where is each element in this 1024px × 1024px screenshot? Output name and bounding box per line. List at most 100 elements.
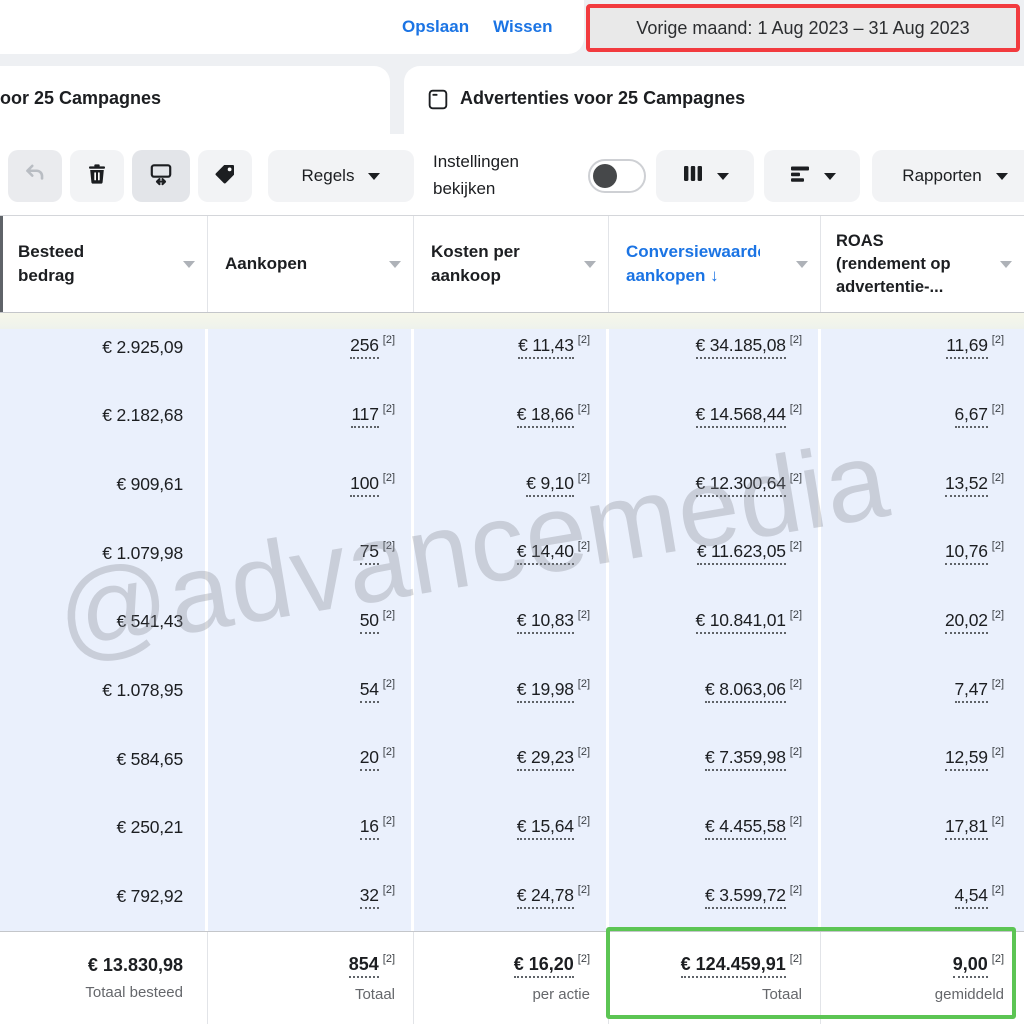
total-conversion-value[interactable]: € 124.459,91 — [680, 954, 786, 978]
cost-value[interactable]: € 29,23 — [516, 747, 574, 772]
cost-value[interactable]: € 24,78 — [516, 885, 574, 909]
sort-caret-icon[interactable] — [584, 261, 596, 268]
cost-value[interactable]: € 14,40 — [516, 541, 574, 566]
settings-toggle[interactable] — [588, 159, 646, 193]
tag-button[interactable] — [198, 150, 252, 202]
footnote-marker: [2] — [382, 540, 395, 553]
roas-value[interactable]: 11,69 — [946, 335, 988, 360]
header-spent[interactable]: Besteed bedrag — [0, 216, 207, 312]
roas-cell: 6,67 [2] — [820, 382, 1024, 451]
columns-dropdown[interactable] — [656, 150, 754, 202]
conversion-value[interactable]: € 14.568,44 — [695, 404, 786, 428]
conversion-value[interactable]: € 4.455,58 — [705, 816, 786, 840]
header-purchases[interactable]: Aankopen — [207, 216, 413, 312]
header-cost-per-purchase[interactable]: Kosten per aankoop — [413, 216, 608, 312]
purchases-value[interactable]: 100 — [350, 473, 379, 497]
footnote-marker: [2] — [789, 608, 802, 621]
scroll-fade — [0, 313, 1024, 329]
conversion-value[interactable]: € 34.185,08 — [695, 335, 786, 360]
total-cost-value[interactable]: € 16,20 — [513, 954, 574, 978]
spent-cell: € 1.078,95 — [0, 656, 207, 725]
roas-value[interactable]: 6,67 — [954, 404, 988, 428]
cost-value[interactable]: € 15,64 — [516, 816, 574, 840]
column-separator — [608, 216, 609, 312]
purchases-value[interactable]: 16 — [359, 816, 379, 840]
purchases-value[interactable]: 117 — [351, 404, 379, 428]
header-conversion-value[interactable]: Conversiewaarde aankopen ↓ — [608, 216, 820, 312]
date-range-picker[interactable]: Vorige maand: 1 Aug 2023 – 31 Aug 2023 — [586, 4, 1020, 52]
purchases-cell: 256 [2] — [207, 313, 413, 382]
footnote-marker: [2] — [789, 814, 802, 827]
roas-value[interactable]: 4,54 — [954, 885, 988, 909]
conversion-value[interactable]: € 12.300,64 — [695, 473, 786, 497]
roas-value[interactable]: 7,47 — [954, 679, 988, 703]
footnote-marker: [2] — [991, 746, 1004, 759]
breakdown-dropdown[interactable] — [764, 150, 860, 202]
conversion-cell: € 11.623,05 [2] — [608, 519, 820, 588]
conversion-value[interactable]: € 10.841,01 — [695, 610, 786, 634]
sort-caret-icon[interactable] — [1000, 261, 1012, 268]
view-settings-link[interactable]: Instellingen bekijken — [433, 152, 520, 198]
cost-value[interactable]: € 19,98 — [516, 679, 574, 703]
purchases-value[interactable]: 54 — [359, 679, 379, 703]
cost-value[interactable]: € 10,83 — [516, 610, 574, 634]
conversion-value[interactable]: € 7.359,98 — [705, 747, 786, 772]
conversion-cell: € 8.063,06 [2] — [608, 656, 820, 725]
conversion-value[interactable]: € 11.623,05 — [696, 541, 786, 566]
spent-cell: € 2.182,68 — [0, 382, 207, 451]
conversion-value[interactable]: € 8.063,06 — [705, 679, 786, 703]
undo-button[interactable] — [8, 150, 62, 202]
spent-cell: € 541,43 — [0, 588, 207, 657]
conversion-cell: € 7.359,98 [2] — [608, 725, 820, 794]
sort-caret-icon[interactable] — [183, 261, 195, 268]
header-roas[interactable]: ROAS (rendement op advertentie-... — [820, 216, 1024, 312]
top-bar — [0, 0, 584, 54]
footnote-marker: [2] — [789, 334, 802, 347]
column-separator — [207, 932, 208, 1024]
conversion-cell: € 14.568,44 [2] — [608, 382, 820, 451]
column-separator — [413, 932, 414, 1024]
trash-icon — [85, 162, 109, 191]
rules-dropdown[interactable]: Regels — [268, 150, 414, 202]
total-purchases-value[interactable]: 854 — [348, 954, 379, 978]
cost-cell: € 11,43 [2] — [413, 313, 608, 382]
spent-cell: € 792,92 — [0, 862, 207, 931]
roas-value[interactable]: 13,52 — [944, 473, 988, 497]
total-roas-value[interactable]: 9,00 — [952, 954, 988, 978]
purchases-value[interactable]: 256 — [350, 335, 379, 360]
purchases-cell: 75 [2] — [207, 519, 413, 588]
footnote-marker: [2] — [577, 814, 590, 827]
conversion-value[interactable]: € 3.599,72 — [705, 885, 786, 909]
footnote-marker: [2] — [991, 814, 1004, 827]
header-cost-label: Kosten per aankoop — [431, 242, 520, 285]
tab-adsets[interactable]: oor 25 Campagnes — [0, 66, 390, 134]
ab-test-button[interactable] — [132, 150, 190, 202]
roas-cell: 4,54 [2] — [820, 862, 1024, 931]
cost-value[interactable]: € 18,66 — [516, 404, 574, 428]
cost-value[interactable]: € 9,10 — [526, 473, 574, 497]
roas-value[interactable]: 12,59 — [944, 747, 988, 772]
roas-value[interactable]: 20,02 — [944, 610, 988, 634]
roas-value[interactable]: 17,81 — [944, 816, 988, 840]
purchases-value[interactable]: 20 — [359, 747, 379, 772]
footnote-marker: [2] — [577, 883, 590, 896]
total-purchases-cell: 854 [2] Totaal — [207, 932, 413, 1024]
footnote-marker: [2] — [789, 402, 802, 415]
delete-button[interactable] — [70, 150, 124, 202]
sort-caret-icon[interactable] — [796, 261, 808, 268]
purchases-value[interactable]: 75 — [359, 541, 379, 566]
footnote-marker: [2] — [991, 608, 1004, 621]
save-button[interactable]: Opslaan — [402, 17, 470, 36]
purchases-value[interactable]: 50 — [359, 610, 379, 634]
purchases-value[interactable]: 32 — [359, 885, 379, 909]
clear-button[interactable]: Wissen — [493, 17, 553, 36]
tab-ads[interactable]: Advertenties voor 25 Campagnes — [404, 66, 1024, 134]
purchases-cell: 32 [2] — [207, 862, 413, 931]
total-spent-cell: € 13.830,98 Totaal besteed — [0, 932, 207, 1024]
spent-cell: € 2.925,09 — [0, 313, 207, 382]
sort-caret-icon[interactable] — [389, 261, 401, 268]
reports-dropdown[interactable]: Rapporten — [872, 150, 1024, 202]
roas-value[interactable]: 10,76 — [944, 541, 988, 566]
cost-value[interactable]: € 11,43 — [518, 335, 574, 360]
total-roas-label: gemiddeld — [934, 985, 1004, 1003]
